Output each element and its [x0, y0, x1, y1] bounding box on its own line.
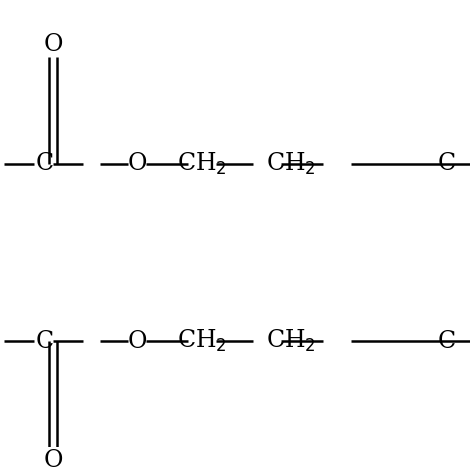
Text: O: O	[127, 329, 146, 353]
Text: O: O	[43, 449, 63, 472]
Text: C: C	[36, 152, 54, 175]
Text: C: C	[438, 329, 456, 353]
Text: C: C	[36, 329, 54, 353]
Text: CH$_2$: CH$_2$	[265, 328, 316, 354]
Text: O: O	[127, 152, 146, 175]
Text: CH$_2$: CH$_2$	[177, 151, 227, 177]
Text: O: O	[43, 33, 63, 55]
Text: CH$_2$: CH$_2$	[177, 328, 227, 354]
Text: C: C	[438, 152, 456, 175]
Text: CH$_2$: CH$_2$	[265, 151, 316, 177]
